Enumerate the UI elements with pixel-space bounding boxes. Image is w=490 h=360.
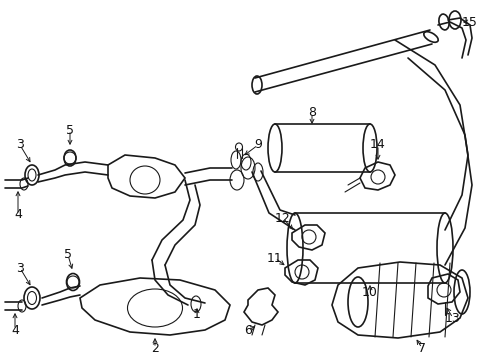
Text: 3: 3: [16, 139, 24, 152]
Text: 9: 9: [254, 139, 262, 152]
Text: 15: 15: [462, 15, 478, 28]
Text: 10: 10: [362, 285, 378, 298]
Text: 2: 2: [151, 342, 159, 355]
Text: 4: 4: [11, 324, 19, 337]
Text: 1: 1: [193, 309, 201, 321]
Text: 12: 12: [275, 211, 291, 225]
Text: 13: 13: [445, 311, 461, 324]
Text: 3: 3: [16, 261, 24, 274]
Text: 5: 5: [66, 123, 74, 136]
Text: 8: 8: [308, 107, 316, 120]
Text: 6: 6: [244, 324, 252, 337]
Text: 11: 11: [267, 252, 283, 265]
Text: 4: 4: [14, 208, 22, 221]
Text: 7: 7: [418, 342, 426, 355]
Text: 14: 14: [370, 139, 386, 152]
Text: 5: 5: [64, 248, 72, 261]
